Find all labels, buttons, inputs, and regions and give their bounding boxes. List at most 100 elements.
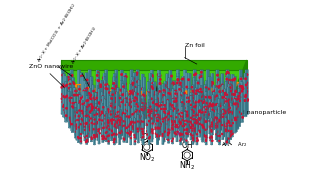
Circle shape (186, 111, 187, 112)
Circle shape (206, 137, 207, 138)
Circle shape (181, 105, 182, 106)
Circle shape (163, 122, 164, 123)
Polygon shape (151, 114, 152, 142)
Circle shape (165, 108, 166, 109)
Circle shape (198, 101, 199, 103)
Circle shape (180, 122, 181, 123)
Circle shape (222, 114, 223, 115)
Circle shape (129, 110, 130, 112)
Circle shape (205, 118, 207, 119)
Circle shape (85, 98, 86, 99)
Ellipse shape (225, 118, 228, 119)
Circle shape (116, 127, 117, 128)
Circle shape (78, 138, 79, 139)
Polygon shape (104, 70, 106, 114)
Polygon shape (229, 81, 232, 122)
Circle shape (226, 122, 227, 123)
Circle shape (86, 98, 88, 100)
Polygon shape (202, 114, 203, 142)
Circle shape (127, 102, 128, 104)
Circle shape (180, 104, 182, 106)
Circle shape (71, 124, 72, 125)
Circle shape (197, 90, 198, 91)
Circle shape (85, 126, 86, 127)
Ellipse shape (212, 124, 215, 125)
Circle shape (235, 122, 236, 124)
Circle shape (188, 132, 189, 133)
Circle shape (168, 105, 169, 107)
Circle shape (96, 95, 97, 96)
Circle shape (98, 110, 99, 111)
Polygon shape (148, 118, 149, 145)
Ellipse shape (230, 135, 233, 136)
Circle shape (144, 107, 146, 108)
Circle shape (224, 120, 225, 122)
Polygon shape (216, 113, 219, 141)
Circle shape (127, 127, 128, 128)
Circle shape (108, 125, 109, 126)
Circle shape (194, 83, 196, 85)
Polygon shape (184, 112, 185, 141)
Circle shape (97, 136, 98, 137)
Circle shape (129, 135, 130, 136)
Circle shape (228, 105, 230, 106)
Circle shape (185, 124, 186, 125)
Circle shape (212, 117, 214, 119)
Polygon shape (81, 77, 83, 118)
Circle shape (152, 88, 153, 89)
Circle shape (158, 94, 159, 96)
Circle shape (210, 128, 212, 129)
Circle shape (126, 117, 127, 118)
Circle shape (96, 107, 97, 108)
Polygon shape (134, 92, 135, 128)
Circle shape (217, 102, 219, 103)
Circle shape (127, 132, 128, 133)
Polygon shape (77, 85, 79, 124)
Polygon shape (205, 95, 206, 130)
Circle shape (90, 95, 91, 96)
Circle shape (191, 117, 192, 118)
Circle shape (189, 93, 191, 94)
Ellipse shape (93, 144, 95, 145)
Circle shape (194, 99, 196, 100)
Circle shape (86, 128, 87, 129)
Polygon shape (68, 73, 71, 116)
Ellipse shape (101, 135, 104, 136)
Circle shape (152, 133, 153, 134)
Polygon shape (134, 107, 135, 138)
Polygon shape (123, 114, 124, 142)
Circle shape (105, 88, 106, 90)
Circle shape (179, 120, 180, 121)
Circle shape (163, 139, 164, 140)
Circle shape (85, 98, 86, 99)
Circle shape (192, 130, 193, 131)
Polygon shape (135, 110, 137, 139)
Circle shape (137, 91, 138, 92)
Circle shape (183, 83, 185, 85)
Circle shape (82, 105, 84, 107)
Circle shape (194, 119, 195, 121)
Circle shape (86, 123, 87, 124)
Polygon shape (69, 81, 71, 121)
Circle shape (84, 122, 85, 123)
Circle shape (123, 85, 124, 87)
Circle shape (229, 100, 231, 102)
Circle shape (197, 140, 198, 141)
Circle shape (95, 123, 97, 124)
Circle shape (105, 138, 106, 139)
Circle shape (218, 123, 219, 124)
Circle shape (114, 138, 115, 139)
Polygon shape (136, 70, 137, 114)
Ellipse shape (126, 142, 128, 143)
Circle shape (227, 101, 228, 102)
Circle shape (94, 123, 95, 124)
Circle shape (129, 114, 130, 115)
Circle shape (86, 101, 87, 102)
Circle shape (143, 97, 145, 98)
Circle shape (122, 110, 123, 112)
Polygon shape (186, 103, 187, 135)
Polygon shape (104, 111, 105, 141)
Circle shape (80, 86, 81, 88)
Ellipse shape (143, 118, 146, 119)
Circle shape (165, 96, 166, 98)
